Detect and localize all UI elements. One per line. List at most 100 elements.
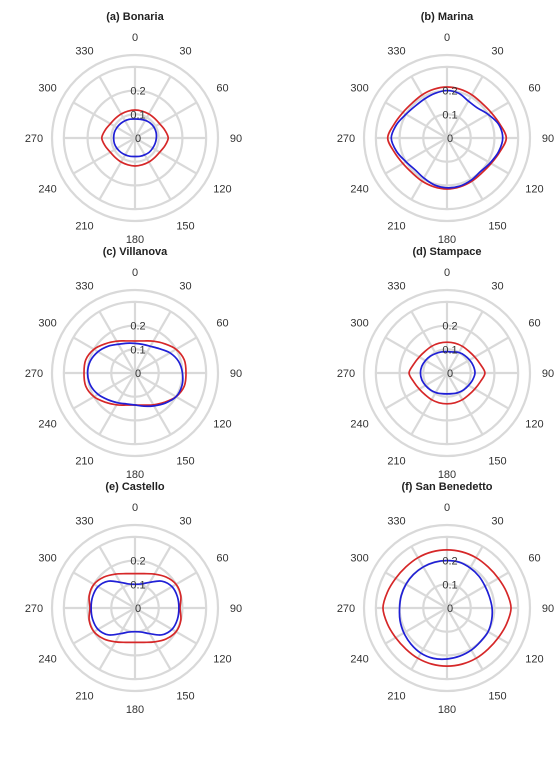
radial-tick-label: 0.1 — [130, 579, 145, 591]
radial-tick-label: 0.2 — [130, 86, 145, 98]
radial-tick-label: 0.1 — [442, 109, 457, 121]
grid-spoke — [98, 607, 136, 671]
chart-title: (c) Villanova — [103, 246, 168, 258]
angle-tick-label: 150 — [176, 690, 194, 702]
angle-tick-label: 180 — [438, 704, 456, 716]
angle-tick-label: 300 — [38, 318, 56, 330]
grid-spoke — [134, 336, 198, 374]
grid-spoke — [446, 372, 510, 410]
grid-circle — [62, 300, 208, 446]
series-line-2 — [90, 580, 180, 636]
series-line-1 — [408, 341, 486, 405]
radial-tick-label: 0 — [135, 133, 141, 145]
angle-tick-label: 150 — [176, 220, 194, 232]
angle-tick-label: 330 — [387, 281, 405, 293]
angle-tick-label: 240 — [350, 419, 368, 431]
angle-tick-label: 120 — [525, 419, 543, 431]
angle-tick-label: 150 — [488, 690, 506, 702]
chart-title: (d) Stampace — [412, 246, 481, 258]
series-line-2 — [419, 350, 476, 395]
angle-tick-label: 210 — [387, 220, 405, 232]
grid-spoke — [134, 137, 198, 175]
radial-tick-label: 0.2 — [442, 86, 457, 98]
angle-tick-label: 210 — [75, 690, 93, 702]
grid-spoke — [446, 310, 484, 374]
grid-spoke — [410, 545, 448, 609]
grid-spoke — [446, 137, 484, 201]
angle-tick-label: 150 — [488, 220, 506, 232]
series-line-1 — [382, 549, 512, 667]
polar-chart-4: 0 0.1 0.2 0 30 60 90 120 150 180 210 240 270 300 330 (d… — [337, 246, 554, 481]
chart-title: (b) Marina — [421, 11, 474, 23]
grid-spoke — [72, 336, 136, 374]
angle-tick-label: 240 — [350, 654, 368, 666]
grid-spoke — [384, 372, 448, 410]
angle-tick-label: 240 — [350, 184, 368, 196]
angle-tick-label: 0 — [132, 267, 138, 279]
grid-spoke — [446, 336, 510, 374]
angle-tick-label: 60 — [528, 553, 540, 565]
grid-spoke — [98, 372, 136, 436]
angle-tick-label: 300 — [38, 553, 56, 565]
radial-tick-label: 0 — [135, 368, 141, 380]
grid-spoke — [134, 75, 172, 139]
grid-circle — [62, 535, 208, 681]
angle-tick-label: 0 — [132, 502, 138, 514]
grid-spoke — [134, 310, 172, 374]
angle-tick-label: 0 — [444, 32, 450, 44]
grid-spoke — [134, 372, 198, 410]
angle-tick-label: 330 — [387, 516, 405, 528]
grid-spoke — [410, 310, 448, 374]
angle-tick-label: 210 — [75, 455, 93, 467]
angle-tick-label: 90 — [230, 603, 242, 615]
angle-tick-label: 270 — [25, 603, 43, 615]
grid-spoke — [72, 137, 136, 175]
angle-tick-label: 60 — [528, 318, 540, 330]
angle-tick-label: 240 — [38, 419, 56, 431]
radial-tick-label: 0.2 — [130, 556, 145, 568]
angle-tick-label: 60 — [528, 83, 540, 95]
grid-spoke — [446, 607, 484, 671]
radial-tick-label: 0.1 — [130, 344, 145, 356]
angle-tick-label: 0 — [444, 267, 450, 279]
angle-tick-label: 300 — [38, 83, 56, 95]
grid-spoke — [72, 607, 136, 645]
radial-tick-label: 0.2 — [130, 321, 145, 333]
radial-tick-label: 0 — [447, 133, 453, 145]
grid-spoke — [410, 372, 448, 436]
grid-spoke — [410, 607, 448, 671]
radial-tick-label: 0.1 — [130, 109, 145, 121]
polar-chart-1: 0 0.1 0.2 0 30 60 90 120 150 180 210 240 270 300 330 (a… — [25, 11, 242, 246]
series-line-1 — [386, 86, 508, 190]
grid-spoke — [134, 571, 198, 609]
angle-tick-label: 90 — [230, 133, 242, 145]
series-line-1 — [88, 572, 182, 644]
grid-spoke — [72, 372, 136, 410]
angle-tick-label: 0 — [444, 502, 450, 514]
angle-tick-label: 90 — [542, 603, 554, 615]
angle-tick-label: 180 — [438, 234, 456, 246]
angle-tick-label: 270 — [25, 133, 43, 145]
series-line-2 — [112, 118, 158, 158]
polar-chart-3: 0 0.1 0.2 0 30 60 90 120 150 180 210 240 270 300 330 (c… — [25, 246, 242, 481]
angle-tick-label: 330 — [387, 46, 405, 58]
angle-tick-label: 30 — [179, 516, 191, 528]
grid-spoke — [446, 75, 484, 139]
angle-tick-label: 120 — [525, 184, 543, 196]
series-line-1 — [100, 109, 170, 167]
angle-tick-label: 210 — [75, 220, 93, 232]
angle-tick-label: 120 — [213, 654, 231, 666]
angle-tick-label: 300 — [350, 553, 368, 565]
grid-spoke — [134, 372, 172, 436]
grid-spoke — [98, 310, 136, 374]
grid-spoke — [134, 101, 198, 139]
angle-tick-label: 210 — [387, 690, 405, 702]
chart-title: (a) Bonaria — [106, 11, 164, 23]
polar-outer-ring — [362, 523, 532, 693]
grid-spoke — [134, 137, 172, 201]
series-line-2 — [86, 342, 184, 408]
series-line-2 — [390, 89, 504, 189]
grid-circle — [374, 65, 520, 211]
angle-tick-label: 120 — [213, 419, 231, 431]
polar-outer-ring — [50, 53, 220, 223]
